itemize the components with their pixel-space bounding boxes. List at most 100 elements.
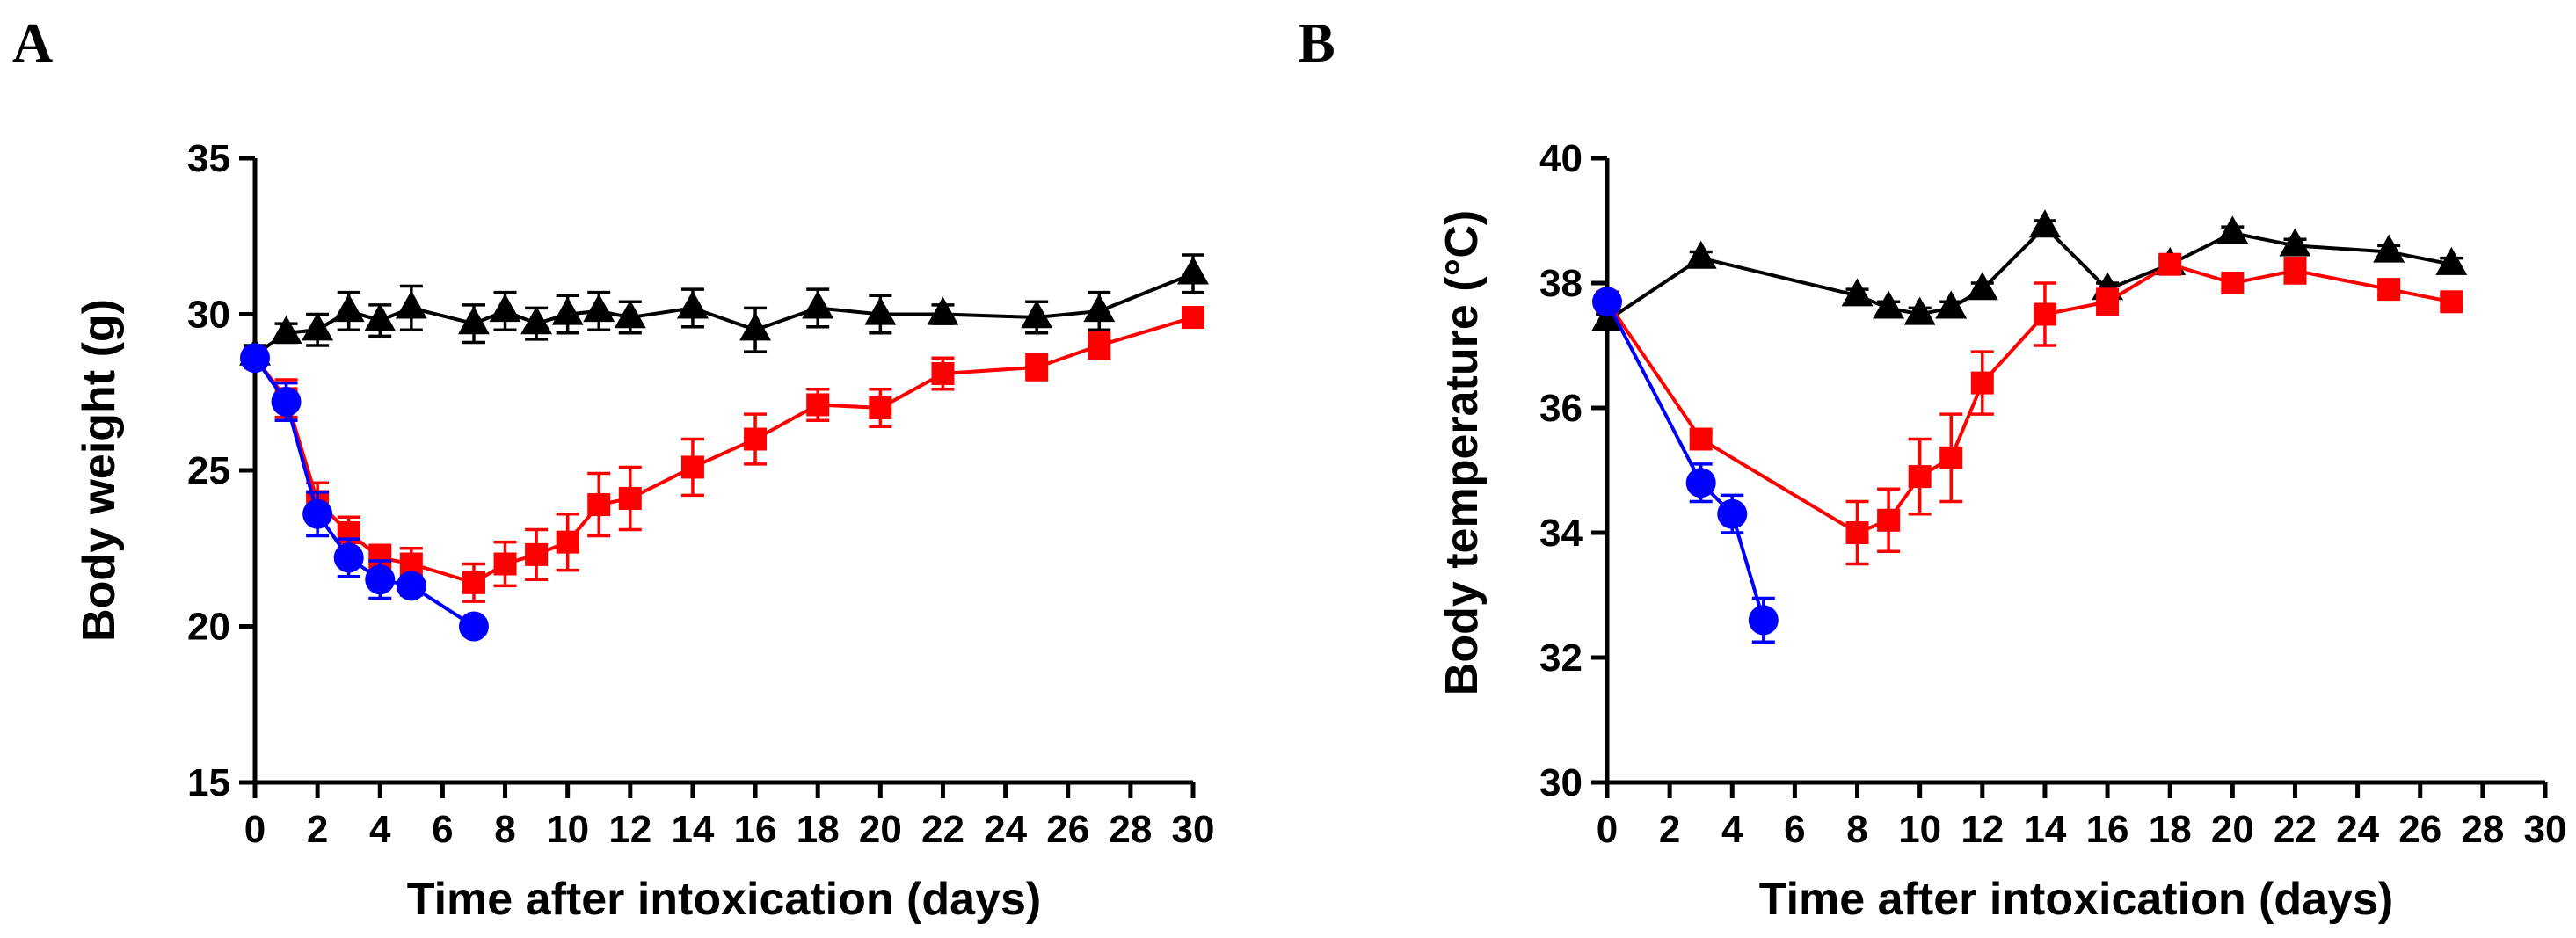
b-black-triangle-point: [1591, 302, 1623, 331]
b-x-tick-label: 6: [1784, 808, 1805, 851]
b-black-triangle-point: [2435, 246, 2468, 275]
b-series-black-triangle: [1591, 209, 2468, 331]
a-blue-circle-point: [271, 386, 302, 417]
a-black-triangle-point: [739, 312, 772, 341]
b-red-square-point: [2033, 302, 2056, 326]
a-red-square-point: [1025, 355, 1049, 379]
b-x-tick-label: 14: [2023, 808, 2066, 851]
b-blue-circle-point: [1685, 468, 1716, 498]
a-x-tick-label: 8: [494, 808, 515, 851]
a-x-tick-label: 24: [984, 808, 1027, 851]
a-x-tick-label: 10: [546, 808, 589, 851]
b-x-tick-label: 22: [2274, 808, 2317, 851]
b-x-tick-label: 8: [1846, 808, 1867, 851]
a-black-triangle-point: [583, 294, 615, 323]
a-red-square-point: [1182, 306, 1204, 330]
b-y-tick-label: 40: [1539, 137, 1583, 180]
a-y-axis-title: Body weight (g): [74, 299, 125, 642]
a-red-square-point: [587, 493, 611, 517]
b-red-square-point: [1689, 427, 1713, 451]
a-y-tick-label: 35: [187, 137, 230, 180]
a-red-square-point: [525, 542, 549, 566]
b-blue-circle-point: [1748, 605, 1779, 636]
a-black-triangle-point: [270, 315, 302, 344]
b-x-axis-title: Time after intoxication (days): [1759, 874, 2393, 925]
a-x-tick-label: 26: [1046, 808, 1089, 851]
b-black-triangle-point: [1966, 272, 1998, 301]
a-black-triangle-point: [614, 300, 646, 329]
a-black-triangle-point: [520, 306, 553, 335]
a-blue-circle-point: [458, 611, 489, 642]
b-black-triangle-point: [2216, 215, 2249, 244]
b-x-tick-label: 10: [1898, 808, 1941, 851]
b-red-square-point: [1845, 521, 1869, 544]
b-black-triangle-point: [2279, 228, 2311, 257]
b-blue-circle-line: [1605, 301, 1765, 621]
panel-a-letter: A: [12, 11, 53, 74]
a-black-triangle-point: [364, 302, 397, 331]
b-black-triangle-point: [1903, 296, 1936, 325]
a-x-tick-label: 6: [432, 808, 453, 851]
b-x-tick-label: 16: [2086, 808, 2129, 851]
b-y-tick-label: 38: [1539, 262, 1583, 305]
b-black-triangle-point: [2028, 209, 2061, 238]
panel-b-letter: B: [1298, 11, 1335, 74]
b-black-triangle-point: [1935, 290, 1968, 319]
b-red-square-point: [2440, 290, 2463, 314]
b-black-triangle-point: [2373, 234, 2405, 263]
a-black-triangle-point: [551, 296, 584, 325]
b-y-tick-label: 36: [1539, 387, 1583, 430]
b-x-tick-label: 26: [2398, 808, 2441, 851]
a-red-square-point: [680, 455, 704, 479]
b-red-square-point: [1877, 508, 1901, 532]
a-black-triangle-point: [457, 306, 490, 335]
a-black-triangle-line: [253, 272, 1194, 357]
b-red-square-point: [1908, 465, 1932, 489]
a-y-tick-label: 30: [187, 294, 230, 337]
b-red-square-line: [1605, 262, 2452, 535]
a-red-square-point: [869, 396, 892, 419]
a-black-triangle-point: [1177, 256, 1209, 285]
b-red-square-point: [1939, 446, 1963, 469]
b-x-tick-label: 20: [2211, 808, 2254, 851]
a-y-tick-label: 25: [187, 449, 230, 492]
b-red-square-point: [2283, 258, 2307, 282]
a-red-square-point: [806, 393, 830, 417]
a-black-triangle-point: [802, 290, 834, 319]
a-red-square-point: [931, 361, 955, 385]
b-blue-circle-point: [1592, 287, 1622, 317]
a-x-tick-label: 2: [307, 808, 328, 851]
a-red-square-point: [744, 427, 768, 451]
a-x-tick-label: 12: [608, 808, 651, 851]
a-black-triangle-point: [489, 294, 521, 323]
a-black-triangle-point: [332, 294, 365, 323]
a-x-tick-label: 20: [859, 808, 902, 851]
b-red-square-point: [2221, 272, 2245, 294]
a-x-tick-label: 30: [1172, 808, 1215, 851]
a-red-square-point: [1088, 334, 1111, 357]
b-red-square-point: [2096, 290, 2120, 314]
b-x-tick-label: 0: [1597, 808, 1618, 851]
a-y-tick-label: 15: [187, 761, 230, 804]
b-y-tick-label: 30: [1539, 761, 1583, 804]
b-series-blue-circle: [1592, 287, 1779, 644]
a-x-tick-label: 4: [369, 808, 391, 851]
b-red-square-point: [2377, 278, 2401, 302]
a-black-triangle-point: [1083, 294, 1116, 323]
a-black-triangle-point: [864, 296, 897, 325]
a-series-black-triangle: [239, 253, 1209, 367]
b-black-triangle-point: [1873, 290, 1905, 319]
b-black-triangle-line: [1605, 224, 2452, 323]
a-black-triangle-point: [395, 290, 427, 319]
a-blue-circle-point: [240, 343, 270, 374]
a-blue-circle-point: [396, 571, 426, 601]
a-series-blue-circle: [240, 343, 489, 642]
b-y-tick-label: 34: [1539, 512, 1583, 555]
a-blue-circle-point: [333, 542, 364, 573]
a-red-square-point: [618, 486, 642, 510]
a-blue-circle-point: [365, 564, 396, 595]
a-x-tick-label: 22: [921, 808, 964, 851]
a-red-square-line: [253, 316, 1194, 585]
